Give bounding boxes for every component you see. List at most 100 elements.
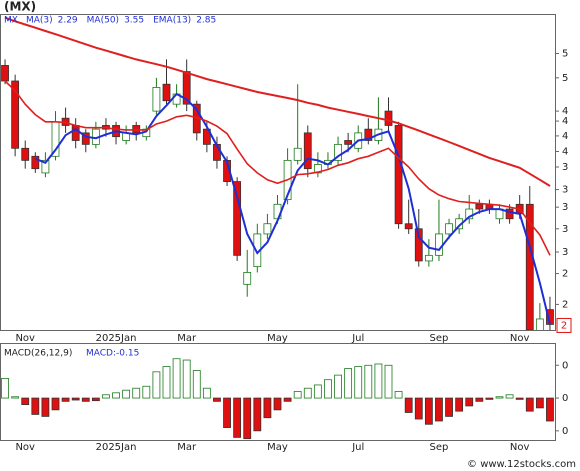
- macd-bar: [455, 397, 464, 412]
- x-tick-label: Sep: [430, 333, 449, 344]
- macd-bar: [81, 397, 90, 402]
- macd-bar: [384, 364, 393, 399]
- candle-body: [1, 65, 9, 82]
- candle-body: [546, 309, 554, 325]
- candle-body: [81, 132, 90, 145]
- macd-bar: [374, 363, 383, 399]
- price-plot: [1, 16, 554, 330]
- macd-bar: [112, 392, 120, 399]
- macd-bar: [192, 370, 201, 399]
- macd-bar: [142, 385, 151, 399]
- last-price-label: 2: [561, 320, 567, 331]
- candle-body: [21, 147, 30, 161]
- y-tick-label: 2: [562, 269, 568, 280]
- candle-body: [41, 159, 50, 174]
- macd-bar: [162, 366, 171, 399]
- footer: © www.12stocks.com: [467, 459, 576, 470]
- candle-body: [465, 208, 474, 220]
- macd-bar: [243, 397, 252, 440]
- macd-bar: [1, 377, 9, 399]
- y-tick-label: 0: [562, 393, 568, 404]
- x-tick-label: May: [267, 442, 288, 453]
- macd-frame: [0, 343, 556, 441]
- macd-bar: [51, 397, 60, 411]
- macd-bar: [122, 389, 131, 399]
- macd-bar: [102, 394, 110, 399]
- macd-bar: [404, 397, 413, 413]
- x-tick-label: Nov: [510, 333, 530, 344]
- candle-body: [445, 223, 453, 235]
- y-tick-label: 3: [562, 162, 568, 173]
- macd-bar: [424, 397, 433, 425]
- candle-body: [424, 254, 433, 262]
- x-tick-label: 2025Jan: [96, 442, 137, 453]
- x-tick-label: May: [267, 333, 288, 344]
- macd-bar: [394, 391, 403, 399]
- macd-bar: [91, 397, 100, 402]
- candle-body: [71, 125, 80, 141]
- macd-bar: [31, 397, 40, 415]
- y-tick-label: 4: [562, 146, 568, 157]
- macd-bar: [465, 397, 474, 407]
- macd-bar: [172, 358, 181, 399]
- macd-bar: [525, 397, 534, 412]
- macd-bar: [344, 368, 353, 399]
- legend-name: EMA(13): [153, 16, 191, 26]
- chart-title: (MX): [4, 0, 36, 14]
- candle-body: [11, 80, 20, 149]
- macd-bar: [132, 387, 141, 399]
- x-tick-label: Jul: [351, 333, 364, 344]
- candle-body: [505, 208, 514, 220]
- y-tick-label: 4: [562, 131, 568, 142]
- legend-ticker: MX: [4, 16, 18, 26]
- candle-body: [293, 147, 302, 161]
- macd-bar: [485, 397, 494, 400]
- candle-body: [202, 128, 211, 145]
- macd-bar: [273, 397, 282, 411]
- candle-body: [182, 71, 191, 105]
- macd-bar: [303, 387, 312, 399]
- y-tick-label: 4: [562, 116, 568, 127]
- candle-body: [334, 143, 342, 161]
- ma-line: [4, 16, 551, 187]
- ma-line: [34, 92, 551, 325]
- macd-bar: [283, 397, 292, 402]
- candle-body: [404, 223, 413, 230]
- price-frame: [0, 14, 556, 331]
- candle-body: [394, 125, 403, 225]
- macd-bar: [152, 371, 161, 399]
- macd-bar: [71, 397, 80, 401]
- candle-body: [364, 128, 373, 141]
- macd-bar: [515, 397, 524, 400]
- y-tick-label: 3: [562, 247, 568, 258]
- macd-bar: [324, 379, 332, 399]
- macd-bar: [11, 396, 20, 399]
- candle-body: [243, 272, 252, 285]
- macd-bar: [182, 359, 191, 399]
- y-tick-label: 3: [562, 185, 568, 196]
- macd-bar: [354, 366, 363, 399]
- macd-bar: [41, 397, 50, 417]
- legend-name: MA(50): [87, 16, 119, 26]
- macd-bar: [61, 397, 70, 402]
- legend-value: 3.55: [124, 16, 144, 26]
- macd-title: MACD(26,12,9): [4, 349, 72, 359]
- macd-bar: [293, 391, 302, 399]
- y-tick-label: 0: [562, 426, 568, 437]
- macd-bar: [253, 397, 262, 432]
- candle-body: [31, 155, 40, 170]
- candle-body: [475, 203, 484, 210]
- x-tick-label: Mar: [177, 442, 197, 453]
- x-tick-label: Nov: [15, 442, 35, 453]
- candle-body: [313, 164, 322, 174]
- candle-body: [344, 140, 353, 145]
- x-tick-label: Sep: [430, 442, 449, 453]
- macd-bar: [202, 387, 211, 399]
- macd-bar: [475, 397, 484, 402]
- macd-bar: [364, 364, 373, 399]
- macd-bar: [233, 397, 242, 438]
- macd-bar: [535, 397, 544, 409]
- y-tick-label: 5: [562, 49, 568, 60]
- y-tick-label: 3: [562, 202, 568, 213]
